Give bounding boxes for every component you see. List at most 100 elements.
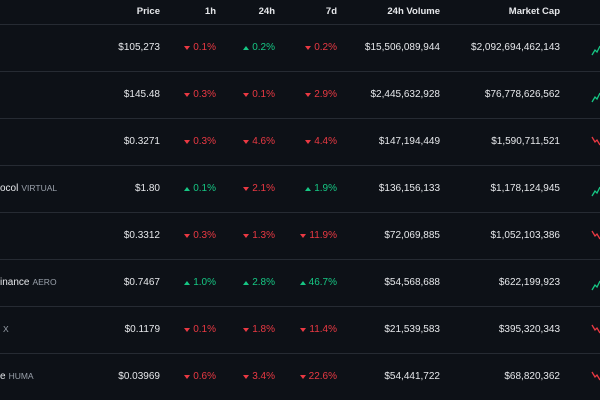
- change-24h-cell: 0.1%: [243, 89, 275, 100]
- table-row[interactable]: e HUMA $0.03969 0.6% 3.4% 22.6% $54,441,722 $68…: [0, 354, 600, 400]
- change-value: 1.8%: [252, 324, 275, 335]
- change-value: 3.4%: [252, 371, 275, 382]
- change-value: 4.6%: [252, 136, 275, 147]
- volume-cell: $21,539,583: [384, 324, 440, 335]
- volume-cell: $15,506,089,944: [364, 42, 440, 53]
- column-header-24h-volume[interactable]: 24h Volume: [387, 6, 440, 17]
- change-value: 11.4%: [309, 324, 337, 335]
- change-24h-cell: 4.6%: [243, 136, 275, 147]
- caret-up-icon: [243, 45, 250, 50]
- sparkline-down-path: [591, 230, 600, 240]
- coin-name-text: e: [0, 371, 6, 382]
- table-row[interactable]: $105,273 0.1% 0.2% 0.2% $15,506,089,944 $2,09…: [0, 25, 600, 72]
- change-value: 1.9%: [314, 183, 337, 194]
- column-header-24h[interactable]: 24h: [258, 6, 275, 17]
- market-cap-cell: $1,052,103,386: [490, 230, 560, 241]
- change-7d-cell: 2.9%: [305, 89, 337, 100]
- change-value: 0.3%: [193, 230, 216, 241]
- change-value: 2.8%: [252, 277, 275, 288]
- table-row[interactable]: $0.3312 0.3% 1.3% 11.9% $72,069,885 $1,052,10…: [0, 213, 600, 260]
- change-1h-cell: 0.1%: [184, 42, 216, 53]
- coin-name[interactable]: [0, 230, 3, 241]
- coin-name-text: inance: [0, 277, 30, 288]
- coin-name[interactable]: [0, 42, 3, 53]
- change-7d-cell: 22.6%: [299, 371, 337, 382]
- caret-down-icon: [243, 92, 250, 97]
- change-1h-cell: 0.3%: [184, 89, 216, 100]
- sparkline-7d: [591, 186, 600, 197]
- caret-down-icon: [305, 45, 312, 50]
- table-row[interactable]: $0.3271 0.3% 4.6% 4.4% $147,194,449 $1,590,71…: [0, 119, 600, 166]
- change-value: 22.6%: [308, 371, 337, 382]
- coin-symbol: VIRTUAL: [21, 183, 58, 193]
- price-cell: $145.48: [123, 89, 160, 100]
- coin-name[interactable]: ocol VIRTUAL: [0, 183, 57, 194]
- coin-symbol: X: [3, 324, 9, 334]
- sparkline-7d: [591, 45, 600, 56]
- coin-name[interactable]: e HUMA: [0, 371, 34, 382]
- coin-name[interactable]: [0, 89, 3, 100]
- caret-down-icon: [299, 374, 306, 379]
- market-cap-cell: $1,178,124,945: [490, 183, 560, 194]
- change-1h-cell: 1.0%: [184, 277, 216, 288]
- change-1h-cell: 0.3%: [184, 136, 216, 147]
- change-value: 0.1%: [193, 183, 216, 194]
- market-cap-cell: $1,590,711,521: [491, 136, 560, 147]
- change-value: 0.2%: [314, 42, 337, 53]
- coin-name[interactable]: X: [0, 324, 9, 335]
- column-header-1h[interactable]: 1h: [204, 6, 216, 17]
- change-24h-cell: 3.4%: [243, 371, 275, 382]
- coin-name[interactable]: inance AERO: [0, 277, 57, 288]
- coin-name[interactable]: [0, 136, 3, 147]
- caret-down-icon: [184, 233, 191, 238]
- change-value: 0.3%: [193, 89, 216, 100]
- sparkline-7d: [591, 230, 600, 240]
- coin-symbol: HUMA: [8, 371, 34, 381]
- table-row[interactable]: inance AERO $0.7467 1.0% 2.8% 46.7% $54,568,68…: [0, 260, 600, 307]
- table-row[interactable]: ocol VIRTUAL $1.80 0.1% 2.1% 1.9% $136,156,133…: [0, 166, 600, 213]
- change-24h-cell: 1.8%: [243, 324, 275, 335]
- change-value: 1.0%: [193, 277, 216, 288]
- change-1h-cell: 0.1%: [184, 183, 216, 194]
- change-value: 0.1%: [193, 42, 216, 53]
- table-header: Price 1h 24h 7d 24h Volume Market Cap: [0, 0, 600, 25]
- volume-cell: $2,445,632,928: [370, 89, 440, 100]
- market-cap-cell: $395,320,343: [498, 324, 560, 335]
- change-value: 2.9%: [314, 89, 337, 100]
- price-cell: $0.03969: [118, 371, 160, 382]
- change-24h-cell: 1.3%: [243, 230, 275, 241]
- caret-down-icon: [300, 327, 307, 332]
- change-1h-cell: 0.1%: [184, 324, 216, 335]
- change-value: 0.6%: [193, 371, 216, 382]
- change-value: 0.3%: [193, 136, 216, 147]
- caret-up-icon: [305, 186, 312, 191]
- market-cap-cell: $68,820,362: [504, 371, 560, 382]
- column-header-price[interactable]: Price: [136, 6, 160, 17]
- table-row[interactable]: X $0.1179 0.1% 1.8% 11.4% $21,539,583 $395,320…: [0, 307, 600, 354]
- sparkline-down-path: [591, 371, 600, 381]
- column-header-7d[interactable]: 7d: [325, 6, 337, 17]
- caret-down-icon: [243, 233, 250, 238]
- caret-down-icon: [184, 45, 191, 50]
- column-header-market-cap[interactable]: Market Cap: [508, 6, 560, 17]
- caret-down-icon: [300, 233, 307, 238]
- change-value: 2.1%: [252, 183, 275, 194]
- change-value: 11.9%: [309, 230, 337, 241]
- caret-down-icon: [243, 186, 250, 191]
- sparkline-up-path: [591, 92, 600, 103]
- sparkline-7d: [591, 324, 600, 334]
- change-7d-cell: 0.2%: [305, 42, 337, 53]
- caret-down-icon: [184, 92, 191, 97]
- change-value: 1.3%: [252, 230, 275, 241]
- caret-down-icon: [243, 139, 250, 144]
- sparkline-7d: [591, 280, 600, 291]
- market-cap-cell: $76,778,626,562: [484, 89, 560, 100]
- coin-symbol: AERO: [32, 277, 57, 287]
- volume-cell: $136,156,133: [378, 183, 440, 194]
- change-value: 0.2%: [252, 42, 275, 53]
- price-cell: $105,273: [118, 42, 160, 53]
- market-cap-cell: $622,199,923: [498, 277, 560, 288]
- caret-down-icon: [184, 139, 191, 144]
- caret-down-icon: [305, 92, 312, 97]
- table-row[interactable]: $145.48 0.3% 0.1% 2.9% $2,445,632,928 $76,778…: [0, 72, 600, 119]
